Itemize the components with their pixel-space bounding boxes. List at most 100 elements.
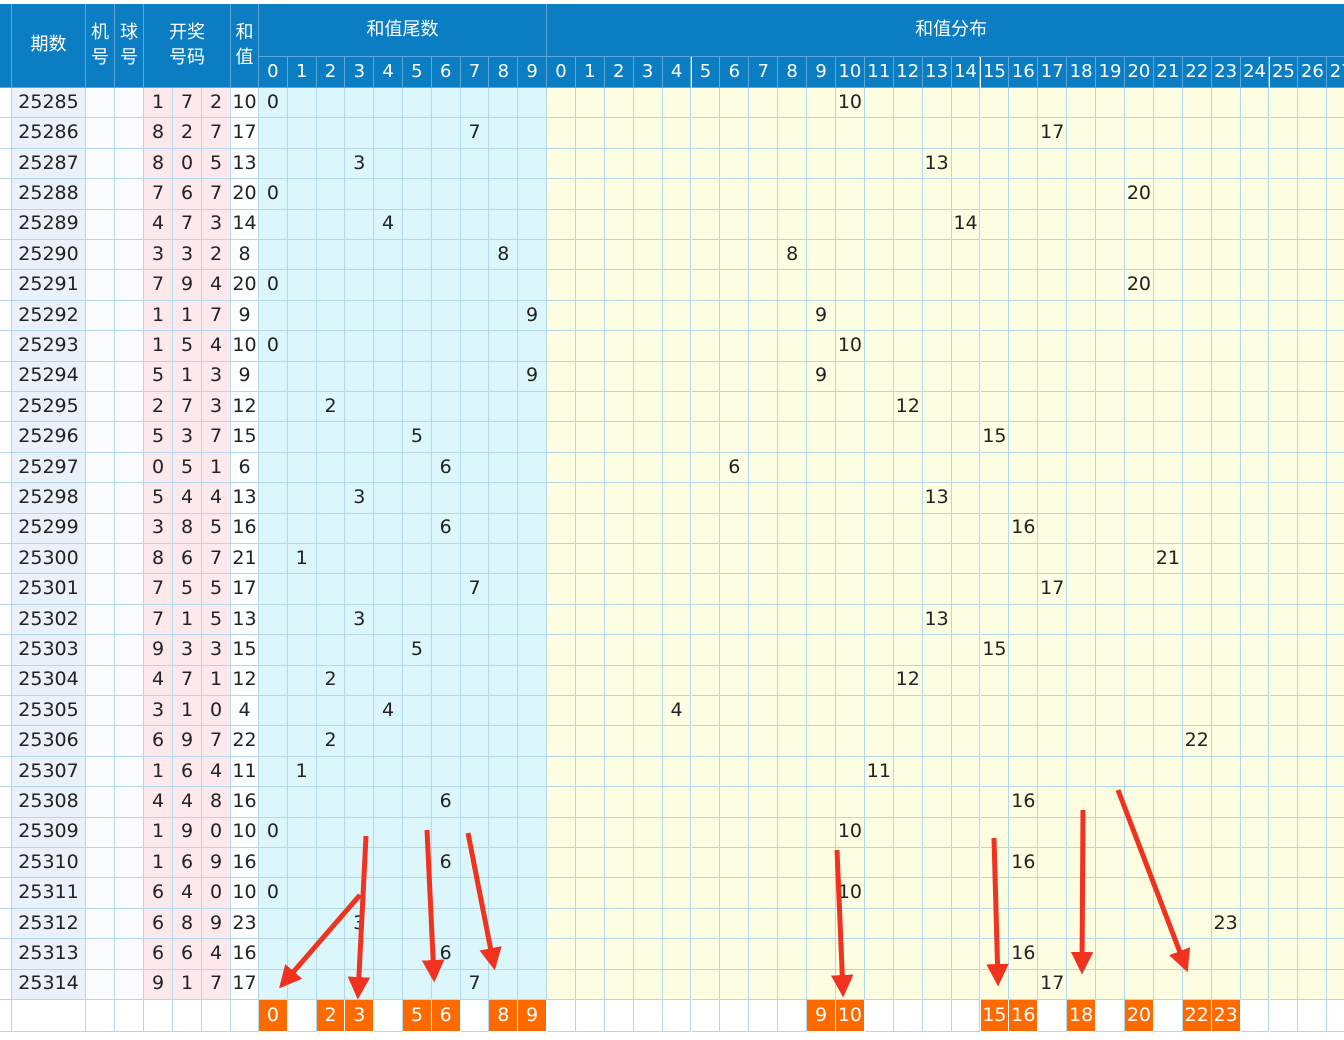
tail-cell xyxy=(374,787,403,818)
dist-cell xyxy=(604,179,634,210)
ball xyxy=(115,604,144,636)
dist-cell xyxy=(662,604,692,636)
tail-cell xyxy=(374,179,403,210)
dist-col-label: 4 xyxy=(662,57,692,88)
draw-number: 9 xyxy=(144,969,173,1000)
dist-cell xyxy=(1067,361,1097,392)
tail-cell xyxy=(316,878,346,909)
dist-cell xyxy=(864,787,894,818)
machine xyxy=(86,756,115,788)
dist-cell xyxy=(604,118,634,149)
dist-cell xyxy=(1067,452,1097,484)
dist-cell xyxy=(1211,726,1241,757)
dist-cell xyxy=(1125,422,1154,453)
dist-cell xyxy=(778,817,808,848)
dist-cell xyxy=(633,696,663,727)
dist-cell xyxy=(893,726,923,757)
dist-cell xyxy=(922,513,952,544)
dist-cell xyxy=(922,240,952,271)
dist-cell xyxy=(1182,240,1212,271)
machine xyxy=(86,696,115,727)
dist-cell xyxy=(864,361,894,392)
dist-cell xyxy=(720,908,750,940)
dist-cell xyxy=(864,878,894,909)
dist-cell xyxy=(864,392,894,423)
sum-value: 16 xyxy=(231,939,259,970)
dist-cell xyxy=(1240,209,1270,240)
sum-value: 17 xyxy=(231,969,259,1000)
dist-cell xyxy=(1269,88,1299,119)
dist-cell xyxy=(575,240,605,271)
tail-mark: 9 xyxy=(518,361,547,392)
dist-cell xyxy=(1125,148,1154,180)
dist-col-label: 14 xyxy=(951,57,981,88)
dist-cell xyxy=(1327,118,1344,149)
dist-cell xyxy=(951,179,981,210)
dist-cell xyxy=(980,209,1010,240)
tail-cell xyxy=(287,635,317,666)
dist-cell xyxy=(1125,483,1154,514)
dist-cell xyxy=(778,908,808,940)
tail-mark: 1 xyxy=(287,756,317,788)
draw-number: 4 xyxy=(144,209,173,240)
footer-cell xyxy=(173,1000,202,1032)
dist-cell xyxy=(547,817,576,848)
dist-cell xyxy=(1009,483,1039,514)
dist-col-label: 7 xyxy=(749,57,779,88)
dist-cell xyxy=(1182,969,1212,1000)
dist-cell xyxy=(1182,179,1212,210)
dist-cell xyxy=(662,270,692,301)
dist-mark: 17 xyxy=(1038,969,1068,1000)
dist-cell xyxy=(1298,240,1328,271)
dist-cell xyxy=(720,513,750,544)
period: 25295 xyxy=(12,392,86,423)
tail-cell xyxy=(374,483,403,514)
dist-cell xyxy=(893,118,923,149)
dist-cell xyxy=(720,483,750,514)
dist-cell xyxy=(1096,939,1125,970)
row-margin xyxy=(0,179,12,210)
dist-cell xyxy=(749,209,779,240)
dist-cell xyxy=(778,787,808,818)
dist-col-label: 27 xyxy=(1327,57,1344,88)
dist-cell xyxy=(1327,574,1344,605)
draw-number: 1 xyxy=(202,452,231,484)
footer-cell xyxy=(547,1000,576,1032)
dist-cell xyxy=(749,88,779,119)
dist-cell xyxy=(633,361,663,392)
machine xyxy=(86,422,115,453)
tail-cell xyxy=(403,361,432,392)
dist-cell xyxy=(1096,604,1125,636)
dist-cell xyxy=(575,969,605,1000)
dist-cell xyxy=(662,817,692,848)
dist-cell xyxy=(1211,665,1241,696)
dist-cell xyxy=(749,513,779,544)
draw-number: 7 xyxy=(202,179,231,210)
dist-cell xyxy=(547,574,576,605)
dist-cell xyxy=(864,452,894,484)
dist-cell xyxy=(604,513,634,544)
arrow xyxy=(347,835,371,1000)
arrow xyxy=(465,832,502,971)
dist-cell xyxy=(720,787,750,818)
dist-cell xyxy=(604,483,634,514)
tail-mark: 6 xyxy=(431,513,461,544)
dist-cell xyxy=(1240,574,1270,605)
dist-cell xyxy=(1269,452,1299,484)
draw-number: 1 xyxy=(144,817,173,848)
tail-cell xyxy=(431,179,461,210)
draw-number: 1 xyxy=(173,696,202,727)
dist-cell xyxy=(980,179,1010,210)
footer-cell xyxy=(144,1000,173,1032)
tail-cell xyxy=(287,118,317,149)
dist-col-label: 25 xyxy=(1269,57,1299,88)
dist-cell xyxy=(1298,787,1328,818)
dist-cell xyxy=(662,392,692,423)
ball xyxy=(115,148,144,180)
dist-cell xyxy=(749,756,779,788)
dist-cell xyxy=(778,513,808,544)
draw-number: 1 xyxy=(144,88,173,119)
tail-cell xyxy=(345,240,375,271)
dist-cell xyxy=(691,665,721,696)
dist-cell xyxy=(864,939,894,970)
